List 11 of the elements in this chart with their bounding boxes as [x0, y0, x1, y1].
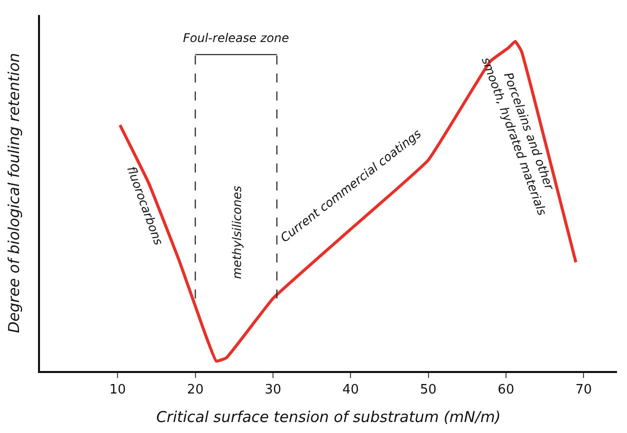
- x-axis-title: Critical surface tension of substratum (mN/m): [156, 408, 501, 426]
- annotation: methylsilicones: [230, 186, 244, 280]
- x-tick-label: 70: [575, 382, 592, 398]
- x-tick-label: 40: [342, 382, 359, 398]
- y-axis-title: Degree of biological fouling retention: [5, 52, 23, 334]
- x-tick-label: 10: [109, 382, 126, 398]
- x-tick-label: 50: [420, 382, 437, 398]
- x-tick-label: 20: [187, 382, 204, 398]
- annotation: Foul-release zone: [183, 31, 289, 45]
- x-tick-label: 30: [264, 382, 282, 398]
- x-tick-label: 60: [498, 382, 514, 398]
